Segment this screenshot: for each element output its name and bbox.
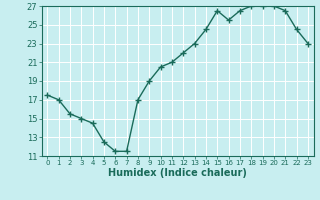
X-axis label: Humidex (Indice chaleur): Humidex (Indice chaleur) bbox=[108, 168, 247, 178]
